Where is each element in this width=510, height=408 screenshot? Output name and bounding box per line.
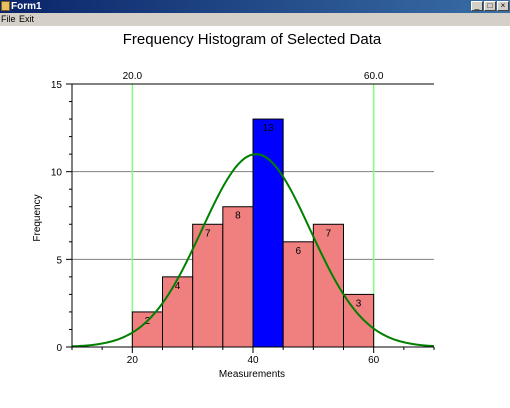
menu-exit[interactable]: Exit [19, 14, 35, 24]
x-tick-label-20: 20 [127, 355, 139, 366]
limit-label-0: 20.0 [123, 71, 143, 82]
bar-label-5: 6 [295, 246, 301, 257]
bar-label-6: 7 [326, 228, 332, 239]
y-tick-label-0: 0 [56, 343, 62, 354]
y-tick-label-5: 5 [56, 255, 62, 266]
x-tick-label-40: 40 [247, 355, 259, 366]
x-axis-label: Measurements [219, 369, 285, 380]
bar-label-2: 7 [205, 228, 211, 239]
chart-area: Frequency Histogram of Selected Data 20.… [0, 26, 510, 403]
bar-3 [222, 206, 254, 348]
y-tick-label-10: 10 [51, 168, 63, 179]
normal-curve-line [71, 153, 435, 348]
axes: 0 5 10 15 20 40 60 [51, 80, 435, 366]
histogram-chart: Frequency Histogram of Selected Data 20.… [32, 31, 435, 380]
bar-label-1: 4 [175, 281, 181, 292]
window-title: Form1 [11, 1, 42, 12]
bar-label-4: 13 [263, 123, 275, 134]
app-icon [1, 1, 10, 11]
menu-file[interactable]: File [1, 14, 16, 24]
chart-title: Frequency Histogram of Selected Data [123, 31, 382, 48]
y-axis-label: Frequency [32, 194, 43, 241]
menu-bar: File Exit [0, 13, 510, 26]
normal-curve [71, 153, 435, 348]
bar-label-3: 8 [235, 211, 241, 222]
bar-label-7: 3 [356, 298, 362, 309]
bar-5 [282, 241, 314, 348]
close-button[interactable]: × [497, 1, 509, 11]
x-tick-label-60: 60 [368, 355, 380, 366]
bar-2 [192, 223, 224, 348]
y-tick-label-15: 15 [51, 80, 63, 91]
limit-label-1: 60.0 [364, 71, 384, 82]
minimize-button[interactable]: _ [471, 1, 483, 11]
maximize-button[interactable]: □ [484, 1, 496, 11]
bar-4 [252, 118, 284, 348]
title-bar: Form1 _ □ × [0, 0, 510, 13]
